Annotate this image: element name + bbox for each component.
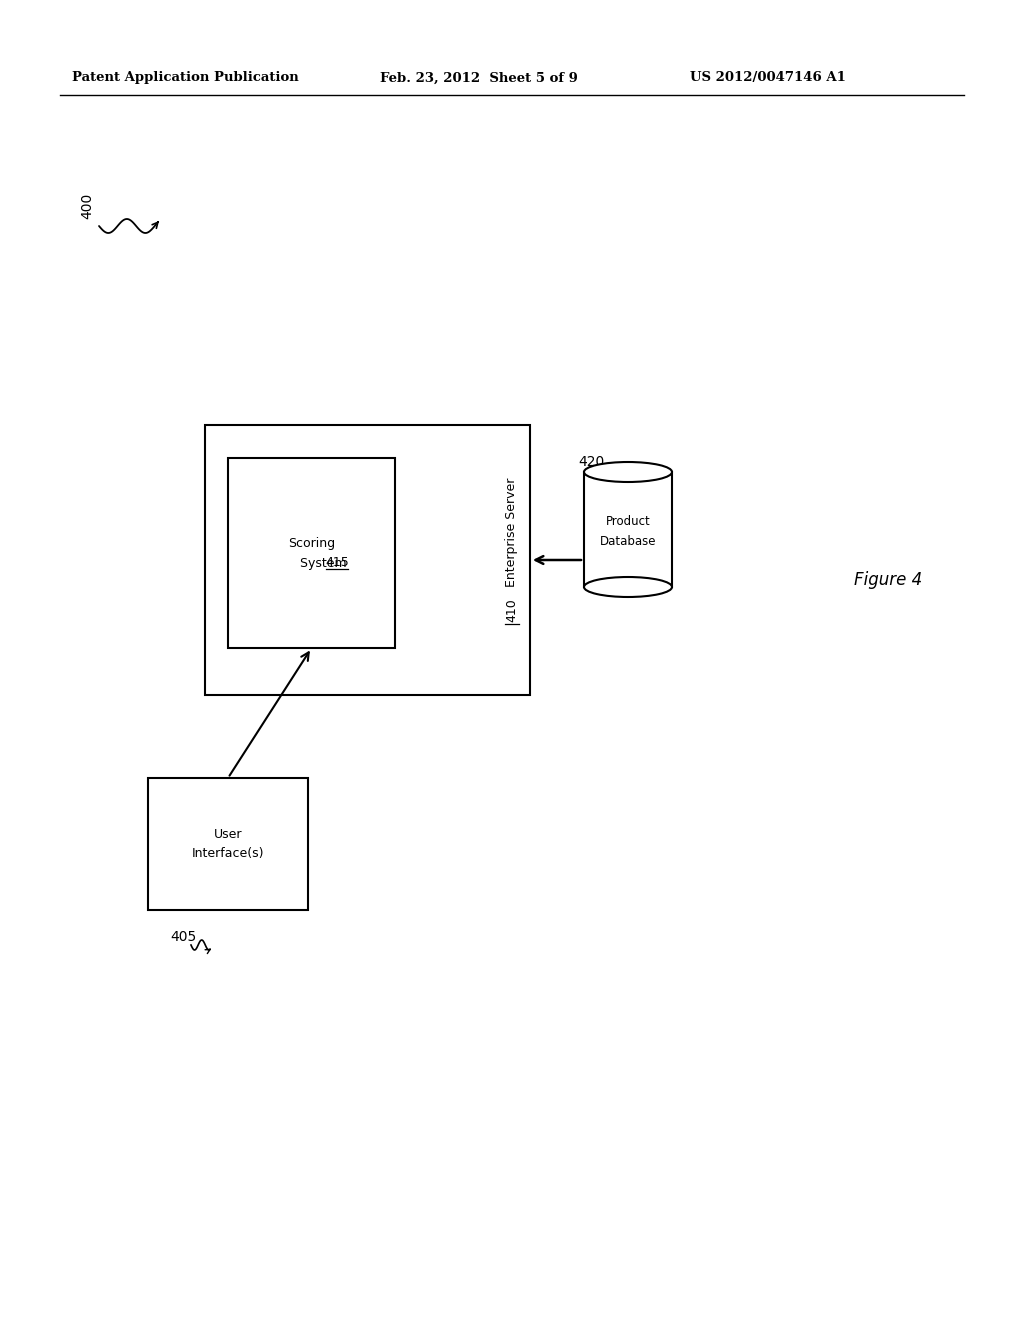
- Text: 405: 405: [170, 931, 197, 944]
- Text: 400: 400: [80, 193, 94, 219]
- Bar: [148, 777, 308, 909]
- Bar: [205, 425, 530, 696]
- Text: 415: 415: [326, 557, 349, 569]
- Bar: [584, 473, 672, 587]
- Text: Figure 4: Figure 4: [854, 572, 923, 589]
- Ellipse shape: [584, 462, 672, 482]
- Text: User: User: [214, 828, 243, 841]
- Text: System: System: [299, 557, 350, 569]
- Bar: [228, 458, 395, 648]
- Text: Interface(s): Interface(s): [191, 847, 264, 861]
- Text: US 2012/0047146 A1: US 2012/0047146 A1: [690, 71, 846, 84]
- Text: Scoring: Scoring: [288, 536, 335, 549]
- Text: Enterprise Server: Enterprise Server: [506, 474, 518, 586]
- Text: Product: Product: [605, 515, 650, 528]
- Text: Patent Application Publication: Patent Application Publication: [72, 71, 299, 84]
- Text: 420: 420: [578, 455, 604, 469]
- Text: Feb. 23, 2012  Sheet 5 of 9: Feb. 23, 2012 Sheet 5 of 9: [380, 71, 578, 84]
- Text: Database: Database: [600, 535, 656, 548]
- Text: 410: 410: [506, 598, 518, 622]
- Ellipse shape: [584, 577, 672, 597]
